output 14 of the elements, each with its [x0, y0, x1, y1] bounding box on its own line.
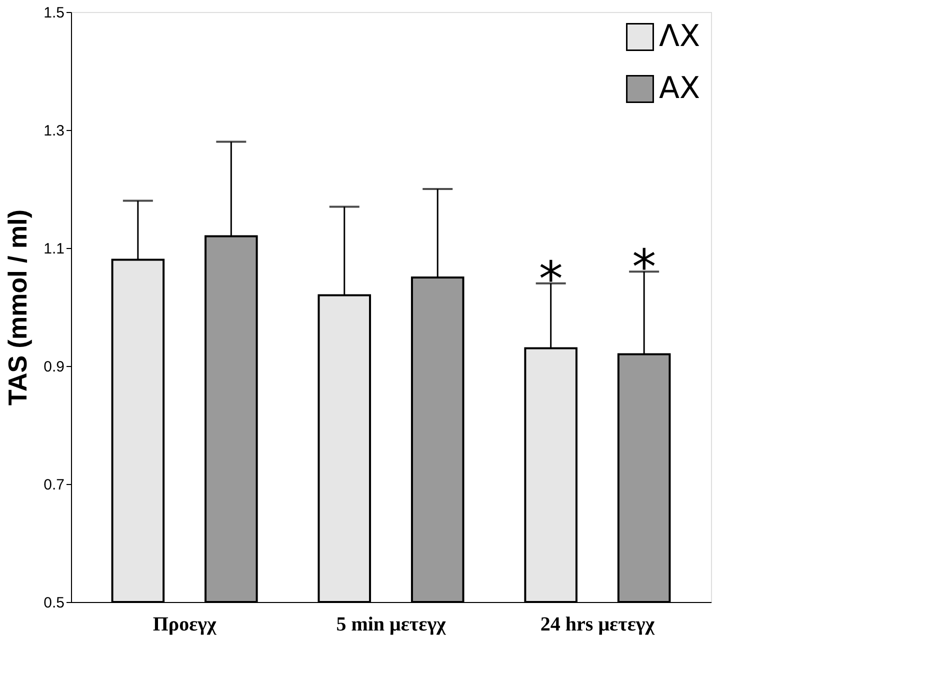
legend-label: ΑΧ — [659, 71, 700, 106]
y-tick-label: 0.5 — [44, 594, 64, 612]
y-tick-label: 1.1 — [44, 240, 64, 258]
x-tick-label: 24 hrs μετεγχ — [540, 614, 656, 636]
y-tick-label: 1.3 — [44, 122, 64, 140]
x-tick-label: 5 min μετεγχ — [336, 614, 447, 636]
legend-label: ΛΧ — [659, 19, 700, 54]
x-tick-label: Προεγχ — [152, 614, 218, 636]
annotation: * — [632, 240, 656, 296]
y-tick-label: 1.5 — [44, 4, 64, 22]
y-axis-title: TAS (mmol / ml) — [2, 210, 33, 406]
annotation: * — [538, 251, 563, 308]
y-tick-label: 0.7 — [44, 476, 64, 494]
y-tick-label: 0.9 — [44, 358, 64, 376]
